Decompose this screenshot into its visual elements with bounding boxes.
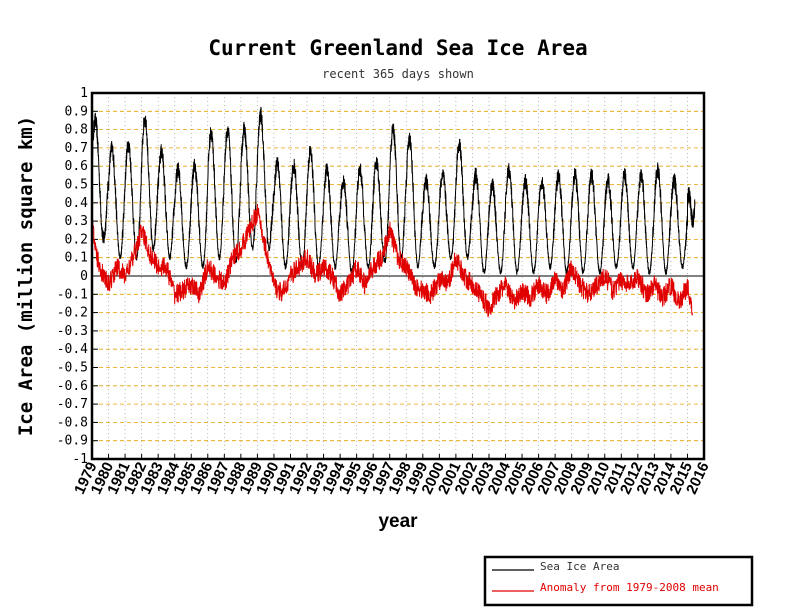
y-tick-label: 0.8 — [65, 123, 88, 138]
legend: Sea Ice Area Anomaly from 1979-2008 mean — [483, 555, 754, 607]
y-tick-label: 0.1 — [65, 251, 88, 266]
y-tick-label: -0.2 — [57, 306, 88, 321]
y-axis-ticks: 1 0.9 0.8 0.7 0.6 0.5 0.4 0.3 0.2 0.1 0 -0.1 -0.2 -0.… — [57, 86, 98, 467]
x-axis-label: year — [378, 511, 418, 532]
series-sea-ice-area — [91, 106, 696, 276]
legend-label-ice-area: Sea Ice Area — [540, 560, 619, 573]
y-tick-label: -0.3 — [57, 324, 88, 339]
y-tick-label: 0.9 — [65, 104, 88, 119]
legend-label-anomaly: Anomaly from 1979-2008 mean — [540, 581, 719, 594]
y-tick-label: -0.1 — [57, 287, 88, 302]
y-tick-label: 0.6 — [65, 159, 88, 174]
y-tick-label: 0.3 — [65, 214, 88, 229]
y-tick-label: 0.5 — [65, 178, 88, 193]
y-tick-label: -0.9 — [57, 434, 88, 449]
y-tick-label: 0.4 — [65, 196, 89, 211]
chart-title: Current Greenland Sea Ice Area — [208, 36, 587, 60]
y-tick-label: 0.7 — [65, 141, 88, 156]
y-tick-label: 0 — [80, 269, 88, 284]
y-tick-label: -0.8 — [57, 415, 88, 430]
y-tick-label: -1 — [72, 452, 88, 467]
y-tick-label: -0.5 — [57, 361, 88, 376]
x-axis-ticks: 1979198019811982198319841985198619871988… — [71, 454, 713, 497]
y-axis-label: Ice Area (million square km) — [15, 116, 37, 436]
y-tick-label: 0.2 — [65, 232, 88, 247]
y-tick-label: -0.4 — [57, 342, 88, 357]
plot-frame — [90, 91, 706, 461]
chart-subtitle: recent 365 days shown — [322, 67, 474, 81]
y-tick-label: -0.7 — [57, 397, 88, 412]
series-anomaly — [91, 203, 693, 318]
legend-box — [483, 555, 754, 607]
y-tick-label: 1 — [80, 86, 88, 101]
y-tick-label: -0.6 — [57, 379, 88, 394]
